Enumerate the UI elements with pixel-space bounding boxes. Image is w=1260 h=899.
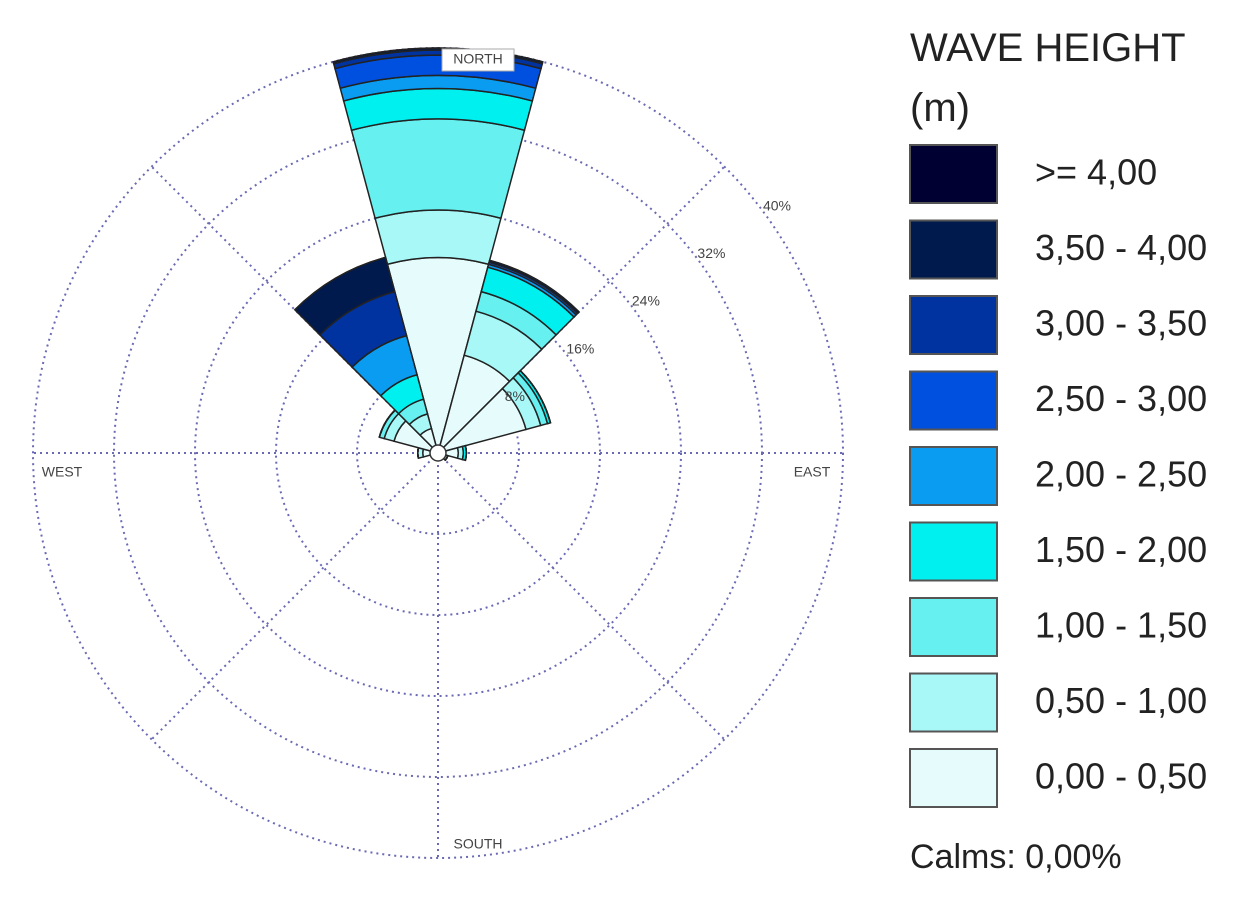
legend-label: >= 4,00 [1035, 152, 1157, 193]
legend-swatch [909, 370, 998, 431]
legend-swatch [909, 597, 998, 657]
legend-label: 0,50 - 1,00 [1035, 680, 1207, 721]
legend-swatch [909, 672, 998, 733]
spoke [437, 452, 726, 741]
center-dot [429, 444, 447, 462]
wedge-segment [294, 256, 386, 311]
wedge-segment [444, 455, 449, 461]
legend-swatch [909, 295, 998, 355]
legend-label: 1,00 - 1,50 [1035, 605, 1207, 646]
legend-label: 3,50 - 4,00 [1035, 227, 1207, 268]
legend-swatch [909, 219, 998, 280]
legend-label: 1,50 - 2,00 [1035, 529, 1207, 570]
grid-ring [356, 371, 520, 535]
compass-label: NORTH [453, 51, 503, 67]
calms-note: Calms: 0,00% [910, 838, 1122, 876]
legend-label: 2,00 - 2,50 [1035, 454, 1207, 495]
legend-label: 2,50 - 3,00 [1035, 378, 1207, 419]
compass-label: WEST [42, 464, 83, 480]
ring-label: 8% [505, 388, 525, 404]
grid-ring [113, 128, 763, 778]
wedge-segment [374, 209, 502, 266]
ring-label: 32% [697, 245, 725, 261]
compass-label: EAST [794, 464, 831, 480]
grid-ring [32, 47, 844, 859]
spoke [150, 452, 439, 741]
wedge-segment [350, 118, 526, 220]
compass-label: SOUTH [454, 836, 503, 852]
grid-ring [194, 209, 682, 697]
legend-swatch [909, 446, 998, 506]
wedge-segment [417, 447, 420, 459]
ring-label: 16% [566, 340, 594, 356]
legend-swatch [909, 748, 998, 808]
legend-title: WAVE HEIGHT (m) [910, 26, 1185, 130]
legend-swatch [909, 144, 998, 204]
ring-label: 40% [763, 197, 791, 213]
ring-label: 24% [632, 293, 660, 309]
legend-swatch [909, 521, 998, 582]
legend-label: 0,00 - 0,50 [1035, 756, 1207, 797]
legend-label: 3,00 - 3,50 [1035, 303, 1207, 344]
north-box [441, 48, 515, 72]
